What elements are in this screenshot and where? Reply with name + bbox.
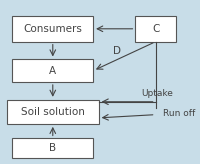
Text: Consumers: Consumers xyxy=(23,24,82,34)
Text: Soil solution: Soil solution xyxy=(21,107,85,117)
Text: Run off: Run off xyxy=(163,109,195,118)
Text: Uptake: Uptake xyxy=(141,89,173,98)
FancyBboxPatch shape xyxy=(12,138,93,158)
Text: C: C xyxy=(152,24,159,34)
Text: B: B xyxy=(49,143,56,153)
Text: D: D xyxy=(113,46,121,56)
FancyBboxPatch shape xyxy=(7,100,99,124)
FancyBboxPatch shape xyxy=(12,16,93,42)
Text: A: A xyxy=(49,66,56,76)
FancyBboxPatch shape xyxy=(135,16,176,42)
FancyBboxPatch shape xyxy=(12,59,93,82)
